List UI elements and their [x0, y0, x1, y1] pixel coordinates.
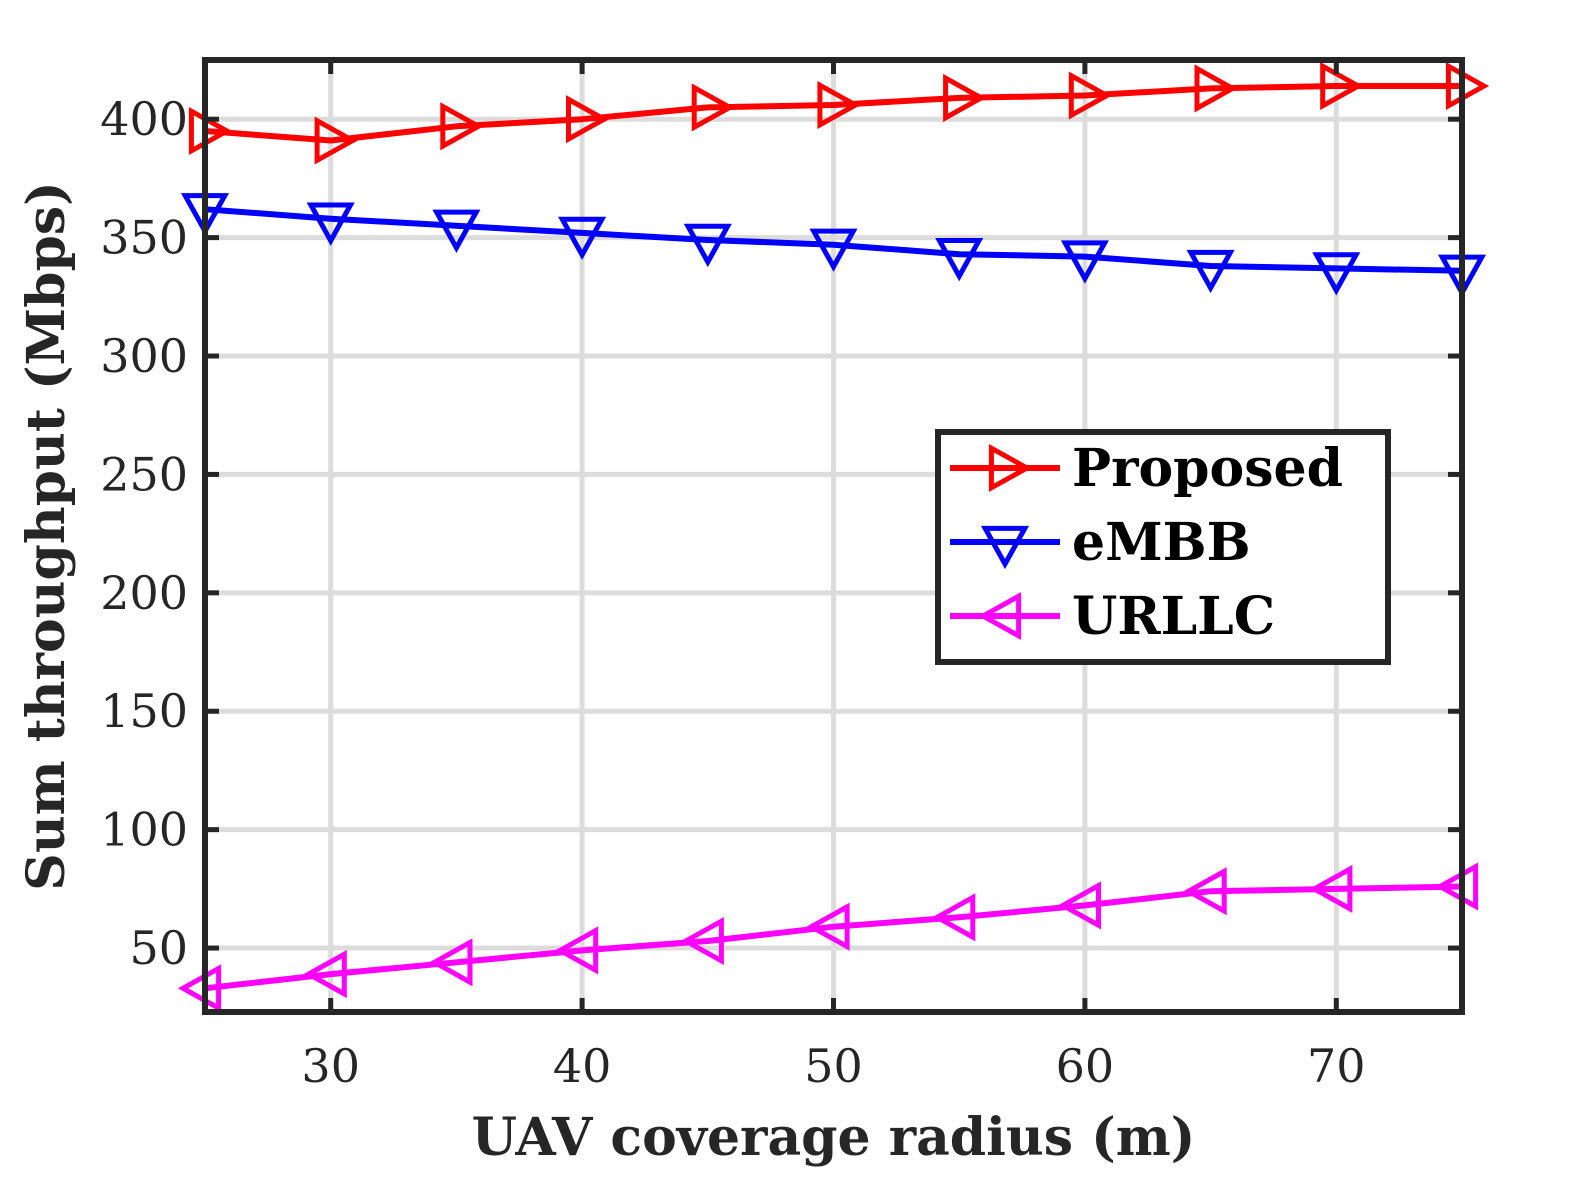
data-point-embb [809, 228, 858, 272]
x-tick-label: 70 [1307, 1039, 1366, 1093]
legend-label-proposed: Proposed [1072, 438, 1343, 499]
legend-label-embb: eMBB [1072, 512, 1251, 573]
series-line-embb [204, 206, 1463, 274]
data-point-proposed [1068, 71, 1113, 120]
ticks: 30 40 50 60 70 50 100 150 200 250 300 350 400 [100, 60, 1462, 1093]
data-point-proposed [943, 73, 987, 122]
data-point-proposed [1445, 61, 1490, 111]
data-point-urllc [1309, 864, 1353, 913]
x-axis-title: UAV coverage radius (m) [472, 1107, 1196, 1168]
y-tick-label: 250 [100, 447, 188, 501]
x-tick-label: 50 [804, 1039, 863, 1093]
data-point-proposed [817, 80, 861, 130]
y-tick-label: 100 [100, 803, 188, 857]
data-point-urllc [429, 938, 473, 987]
series-urllc [177, 862, 1479, 1013]
legend-marker-proposed [988, 443, 1033, 493]
data-point-embb [1186, 249, 1235, 294]
series-proposed [188, 61, 1490, 165]
y-tick-label: 300 [100, 329, 188, 383]
series-line-proposed [204, 83, 1462, 144]
data-point-embb [558, 216, 607, 261]
y-tick-label: 400 [100, 92, 188, 146]
data-point-urllc [680, 916, 724, 966]
y-tick-label: 150 [100, 684, 188, 738]
x-tick-label: 40 [553, 1039, 612, 1093]
y-axis-title: Sum throughput (Mbps) [16, 181, 77, 890]
x-tick-label: 60 [1056, 1039, 1115, 1093]
data-point-proposed [1320, 61, 1364, 111]
data-point-urllc [303, 950, 347, 999]
data-point-embb [1060, 240, 1109, 284]
y-tick-label: 350 [100, 211, 188, 265]
x-tick-label: 30 [301, 1039, 360, 1093]
legend-marker-urllc [977, 591, 1022, 641]
y-tick-label: 200 [100, 566, 188, 620]
data-point-proposed [314, 116, 358, 165]
y-tick-label: 50 [129, 921, 188, 975]
data-point-embb [935, 238, 984, 282]
data-point-urllc [1057, 881, 1101, 930]
data-point-urllc [1434, 862, 1479, 911]
data-point-embb [1312, 252, 1361, 296]
data-point-proposed [691, 83, 735, 132]
data-point-proposed [566, 95, 610, 144]
legend-entry-urllc: URLLC [950, 586, 1275, 647]
legend-marker-embb [980, 525, 1030, 570]
legend-entries: Proposed eMBB URLLC [950, 438, 1343, 647]
data-point-proposed [440, 102, 484, 151]
data-point-proposed [1194, 64, 1238, 113]
legend-label-urllc: URLLC [1072, 586, 1275, 647]
data-point-urllc [177, 964, 222, 1013]
data-point-urllc [554, 926, 599, 975]
legend: Proposed eMBB URLLC [935, 429, 1391, 665]
data-point-embb [432, 209, 481, 253]
legend-entry-embb: eMBB [950, 512, 1251, 573]
series-layer [177, 61, 1490, 1013]
data-point-urllc [806, 902, 850, 951]
legend-entry-proposed: Proposed [950, 438, 1343, 499]
series-line-urllc [204, 883, 1463, 992]
data-point-urllc [1183, 867, 1227, 916]
data-point-urllc [932, 893, 976, 942]
data-point-embb [306, 202, 355, 246]
data-point-embb [683, 223, 732, 268]
